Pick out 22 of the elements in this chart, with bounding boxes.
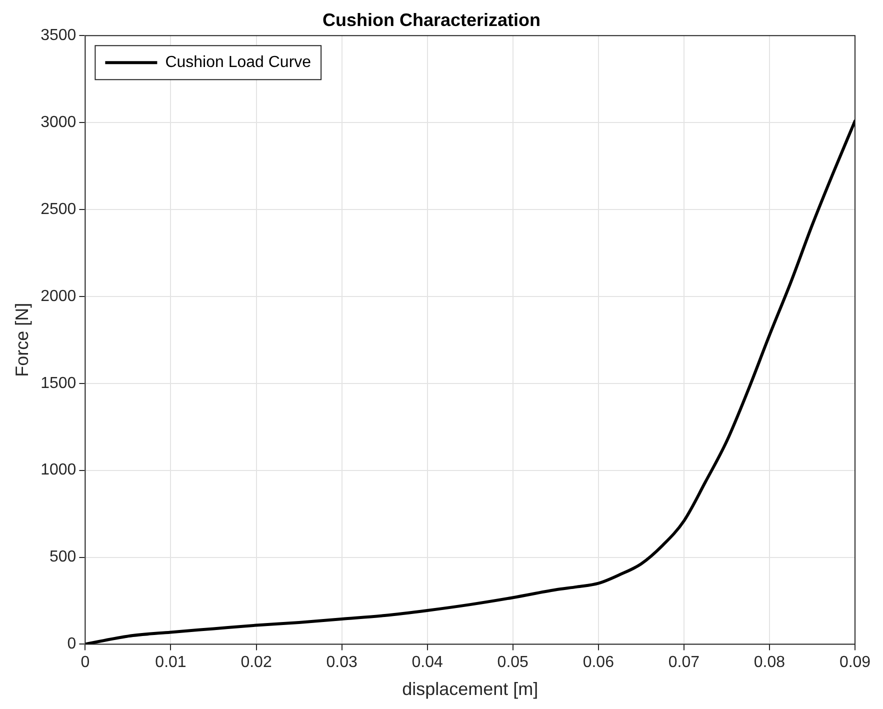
y-axis-title: Force [N]: [12, 302, 32, 377]
legend-label: Cushion Load Curve: [165, 54, 312, 72]
y-tick-label: 0: [67, 636, 76, 653]
x-tick-label: 0.07: [668, 654, 700, 672]
chart-title: Cushion Characterization: [322, 10, 541, 30]
x-axis-title: displacement [m]: [402, 679, 538, 700]
y-tick-label: 1500: [40, 374, 76, 392]
x-tick-label: 0.02: [240, 654, 272, 672]
x-tick-label: 0: [80, 654, 90, 672]
x-tick-label: 0.09: [839, 654, 871, 672]
y-tick-label: 3500: [40, 27, 76, 44]
x-tick-label: 0.01: [155, 654, 186, 672]
x-tick-label: 0.04: [412, 654, 443, 672]
y-tick-label: 500: [49, 548, 76, 566]
x-tick-label: 0.06: [582, 654, 614, 672]
x-tick-label: 0.05: [497, 654, 529, 672]
y-tick-label: 2500: [40, 200, 76, 218]
x-tick-label: 0.08: [754, 654, 786, 672]
y-tick-label: 1000: [40, 462, 76, 479]
y-tick-label: 2000: [40, 288, 76, 305]
y-tick-label: 3000: [40, 114, 76, 131]
x-tick-label: 0.03: [326, 654, 358, 672]
